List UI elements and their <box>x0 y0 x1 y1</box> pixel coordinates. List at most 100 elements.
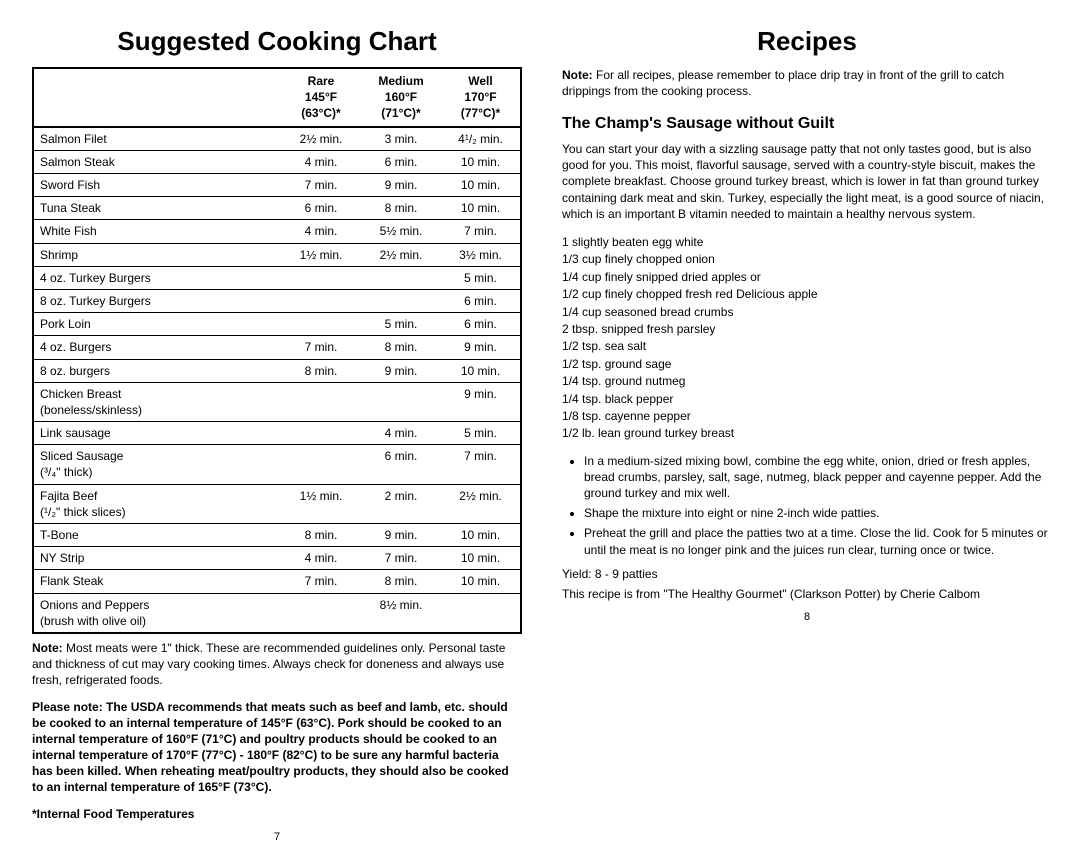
table-row: Flank Steak7 min.8 min.10 min. <box>33 570 521 593</box>
cell-name: Sliced Sausage(³/₄" thick) <box>33 445 281 484</box>
table-row: 8 oz. burgers8 min.9 min.10 min. <box>33 359 521 382</box>
table-row: 8 oz. Turkey Burgers6 min. <box>33 289 521 312</box>
cell-rare: 8 min. <box>281 359 361 382</box>
th-blank <box>33 68 281 127</box>
cell-med: 2½ min. <box>361 243 441 266</box>
cell-name: Flank Steak <box>33 570 281 593</box>
cooking-chart-table: Rare145°F (63°C)* Medium160°F (71°C)* We… <box>32 67 522 634</box>
cell-med <box>361 289 441 312</box>
cell-well: 10 min. <box>441 174 521 197</box>
cell-well: 9 min. <box>441 382 521 421</box>
recipes-note: Note: For all recipes, please remember t… <box>562 67 1052 99</box>
cell-med <box>361 266 441 289</box>
cell-name: Onions and Peppers(brush with olive oil) <box>33 593 281 633</box>
cell-rare: 2½ min. <box>281 127 361 151</box>
cell-med <box>361 382 441 421</box>
cell-well: 10 min. <box>441 197 521 220</box>
cell-med: 3 min. <box>361 127 441 151</box>
cell-rare: 7 min. <box>281 336 361 359</box>
cell-med: 9 min. <box>361 359 441 382</box>
cell-well: 7 min. <box>441 220 521 243</box>
cell-med: 5½ min. <box>361 220 441 243</box>
cell-rare <box>281 289 361 312</box>
table-row: Fajita Beef(¹/₂" thick slices)1½ min.2 m… <box>33 484 521 523</box>
ingredient-line: 1/2 lb. lean ground turkey breast <box>562 425 1052 442</box>
ingredient-line: 1/3 cup finely chopped onion <box>562 251 1052 268</box>
chart-note: Note: Most meats were 1" thick. These ar… <box>32 640 522 689</box>
cell-name: 4 oz. Turkey Burgers <box>33 266 281 289</box>
usda-note: Please note: The USDA recommends that me… <box>32 699 522 796</box>
cell-well: 10 min. <box>441 547 521 570</box>
cell-med: 2 min. <box>361 484 441 523</box>
table-row: White Fish4 min.5½ min.7 min. <box>33 220 521 243</box>
step-item: In a medium-sized mixing bowl, combine t… <box>584 453 1052 502</box>
cell-rare: 1½ min. <box>281 243 361 266</box>
cell-name: Chicken Breast(boneless/skinless) <box>33 382 281 421</box>
ingredient-line: 1/4 tsp. ground nutmeg <box>562 373 1052 390</box>
cell-name: White Fish <box>33 220 281 243</box>
recipe-description: You can start your day with a sizzling s… <box>562 141 1052 222</box>
ingredient-line: 1/4 tsp. black pepper <box>562 391 1052 408</box>
cell-well <box>441 593 521 633</box>
cell-rare <box>281 445 361 484</box>
cell-name: 8 oz. burgers <box>33 359 281 382</box>
cell-name: Salmon Filet <box>33 127 281 151</box>
cell-rare <box>281 266 361 289</box>
cell-med: 7 min. <box>361 547 441 570</box>
recipe-heading: The Champ's Sausage without Guilt <box>562 113 1052 135</box>
cell-well: 4¹/₂ min. <box>441 127 521 151</box>
cell-name: Tuna Steak <box>33 197 281 220</box>
table-row: Sword Fish7 min.9 min.10 min. <box>33 174 521 197</box>
recipe-steps: In a medium-sized mixing bowl, combine t… <box>562 453 1052 558</box>
cell-rare: 7 min. <box>281 174 361 197</box>
table-row: NY Strip4 min.7 min.10 min. <box>33 547 521 570</box>
cell-name: Salmon Steak <box>33 150 281 173</box>
cell-med: 9 min. <box>361 524 441 547</box>
cell-name: Fajita Beef(¹/₂" thick slices) <box>33 484 281 523</box>
cell-rare <box>281 382 361 421</box>
cell-med: 8 min. <box>361 570 441 593</box>
cell-name: Sword Fish <box>33 174 281 197</box>
cell-med: 6 min. <box>361 150 441 173</box>
cell-well: 9 min. <box>441 336 521 359</box>
table-row: Tuna Steak6 min.8 min.10 min. <box>33 197 521 220</box>
cell-rare <box>281 422 361 445</box>
cell-rare: 8 min. <box>281 524 361 547</box>
cell-well: 2½ min. <box>441 484 521 523</box>
ingredient-line: 1 slightly beaten egg white <box>562 234 1052 251</box>
cell-name: 4 oz. Burgers <box>33 336 281 359</box>
ingredient-line: 1/4 cup finely snipped dried apples or <box>562 269 1052 286</box>
cell-med: 9 min. <box>361 174 441 197</box>
cell-well: 10 min. <box>441 359 521 382</box>
table-row: Salmon Steak4 min.6 min.10 min. <box>33 150 521 173</box>
page-wrap: Suggested Cooking Chart Rare145°F (63°C)… <box>32 24 1048 845</box>
cell-med: 5 min. <box>361 313 441 336</box>
cell-name: Pork Loin <box>33 313 281 336</box>
table-row: Shrimp1½ min.2½ min.3½ min. <box>33 243 521 266</box>
ingredients-list: 1 slightly beaten egg white1/3 cup finel… <box>562 234 1052 443</box>
table-row: Sliced Sausage(³/₄" thick)6 min.7 min. <box>33 445 521 484</box>
table-row: 4 oz. Turkey Burgers5 min. <box>33 266 521 289</box>
cell-name: NY Strip <box>33 547 281 570</box>
cell-well: 10 min. <box>441 570 521 593</box>
table-body: Salmon Filet2½ min.3 min.4¹/₂ min.Salmon… <box>33 127 521 633</box>
cell-med: 6 min. <box>361 445 441 484</box>
ingredient-line: 1/2 tsp. sea salt <box>562 338 1052 355</box>
table-row: Link sausage4 min.5 min. <box>33 422 521 445</box>
table-row: T-Bone8 min.9 min.10 min. <box>33 524 521 547</box>
recipe-source: This recipe is from "The Healthy Gourmet… <box>562 586 1052 602</box>
table-row: Salmon Filet2½ min.3 min.4¹/₂ min. <box>33 127 521 151</box>
cell-well: 5 min. <box>441 422 521 445</box>
cell-rare <box>281 593 361 633</box>
cell-med: 8 min. <box>361 197 441 220</box>
cell-rare: 7 min. <box>281 570 361 593</box>
cell-rare: 6 min. <box>281 197 361 220</box>
table-row: Pork Loin5 min.6 min. <box>33 313 521 336</box>
th-well: Well170°F (77°C)* <box>441 68 521 127</box>
ingredient-line: 1/2 tsp. ground sage <box>562 356 1052 373</box>
left-column: Suggested Cooking Chart Rare145°F (63°C)… <box>32 24 522 845</box>
ingredient-line: 1/2 cup finely chopped fresh red Delicio… <box>562 286 1052 303</box>
cell-well: 10 min. <box>441 150 521 173</box>
ingredient-line: 1/4 cup seasoned bread crumbs <box>562 304 1052 321</box>
cell-name: Link sausage <box>33 422 281 445</box>
